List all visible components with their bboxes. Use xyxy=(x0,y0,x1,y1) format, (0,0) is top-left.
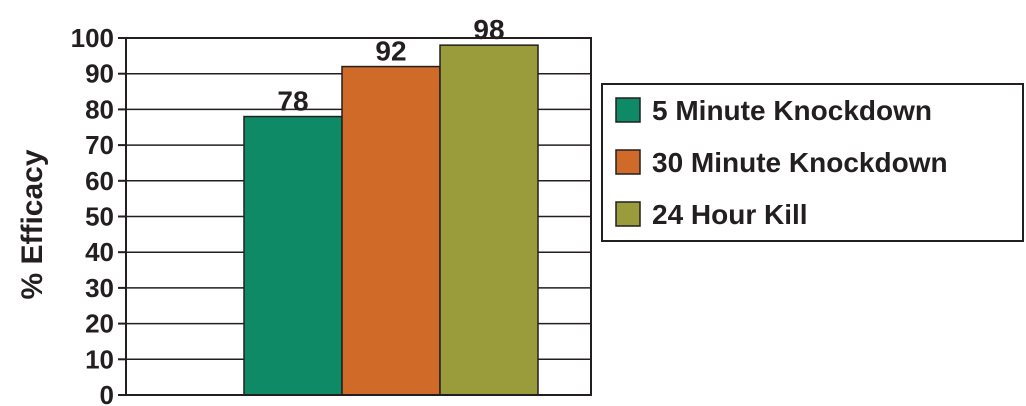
y-axis-title: % Efficacy xyxy=(16,149,49,299)
bars xyxy=(243,44,539,396)
y-tick-label-80: 80 xyxy=(85,94,114,124)
legend-label-30-minute-knockdown: 30 Minute Knockdown xyxy=(652,147,948,178)
y-tick-label-10: 10 xyxy=(85,344,114,374)
legend-frame xyxy=(601,83,1024,242)
y-tick-label-70: 70 xyxy=(85,130,114,160)
y-tick-label-0: 0 xyxy=(100,380,114,406)
data-label-30-minute-knockdown: 92 xyxy=(375,36,406,67)
y-tick-label-100: 100 xyxy=(71,23,114,53)
data-label-5-minute-knockdown: 78 xyxy=(277,86,308,117)
data-label-24-hour-kill: 98 xyxy=(473,14,504,45)
data-labels: 78 92 98 xyxy=(277,14,504,116)
y-tick-label-30: 30 xyxy=(85,273,114,303)
legend-swatch-24-hour-kill xyxy=(615,201,641,227)
legend-label-5-minute-knockdown: 5 Minute Knockdown xyxy=(652,95,932,126)
bar-24-hour-kill xyxy=(439,44,539,396)
y-tick-label-60: 60 xyxy=(85,166,114,196)
bar-5-minute-knockdown xyxy=(243,115,343,396)
y-tick-label-40: 40 xyxy=(85,237,114,267)
bar-30-minute-knockdown xyxy=(341,65,441,396)
legend: 5 Minute Knockdown 30 Minute Knockdown 24 … xyxy=(601,83,1024,242)
y-tick-label-50: 50 xyxy=(85,202,114,232)
y-tick-label-90: 90 xyxy=(85,59,114,89)
legend-swatch-30-minute-knockdown xyxy=(615,149,641,175)
y-tick-label-20: 20 xyxy=(85,309,114,339)
y-axis-ticks: 0 10 20 30 40 50 60 70 80 90 100 xyxy=(71,23,126,406)
legend-swatch-5-minute-knockdown xyxy=(615,97,641,123)
legend-label-24-hour-kill: 24 Hour Kill xyxy=(652,199,808,230)
plot-frame xyxy=(125,37,592,396)
